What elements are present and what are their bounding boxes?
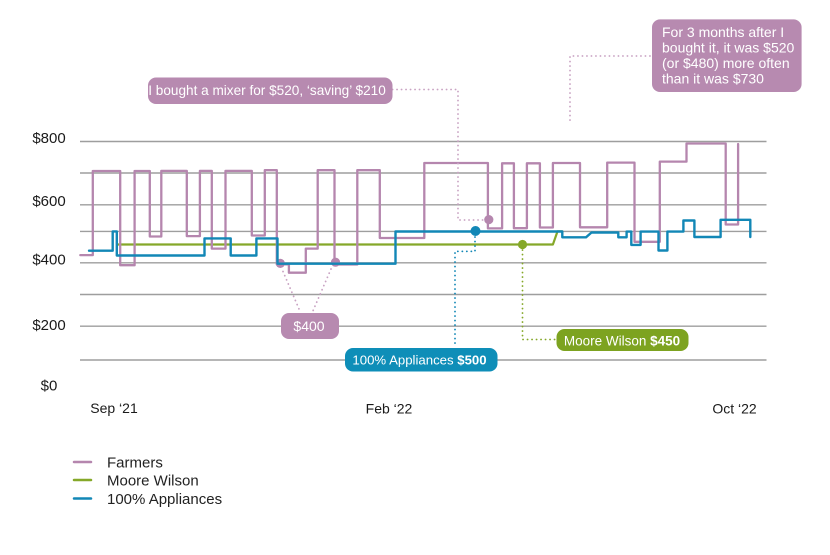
svg-text:bought it, it was $520: bought it, it was $520	[662, 40, 795, 56]
svg-text:Oct ‘22: Oct ‘22	[712, 401, 757, 417]
svg-text:Moore Wilson $450: Moore Wilson $450	[564, 334, 680, 349]
svg-text:100% Appliances: 100% Appliances	[107, 491, 222, 508]
svg-text:$0: $0	[41, 378, 58, 395]
svg-text:I bought a mixer for $520, ‘sa: I bought a mixer for $520, ‘saving’ $210	[148, 83, 386, 98]
svg-text:100% Appliances $500: 100% Appliances $500	[352, 353, 486, 368]
svg-text:$200: $200	[32, 317, 65, 334]
svg-text:Sep ‘21: Sep ‘21	[90, 400, 138, 416]
svg-text:$400: $400	[293, 318, 324, 334]
svg-text:Moore Wilson: Moore Wilson	[107, 472, 199, 489]
svg-text:Feb ‘22: Feb ‘22	[366, 401, 413, 417]
svg-text:Farmers: Farmers	[107, 454, 163, 471]
svg-text:$400: $400	[32, 252, 65, 269]
svg-text:For 3 months after I: For 3 months after I	[662, 24, 784, 40]
svg-text:than it was $730: than it was $730	[662, 71, 764, 87]
svg-text:$600: $600	[32, 193, 65, 210]
svg-text:(or $480) more often: (or $480) more often	[662, 55, 790, 71]
svg-text:$800: $800	[32, 130, 65, 147]
